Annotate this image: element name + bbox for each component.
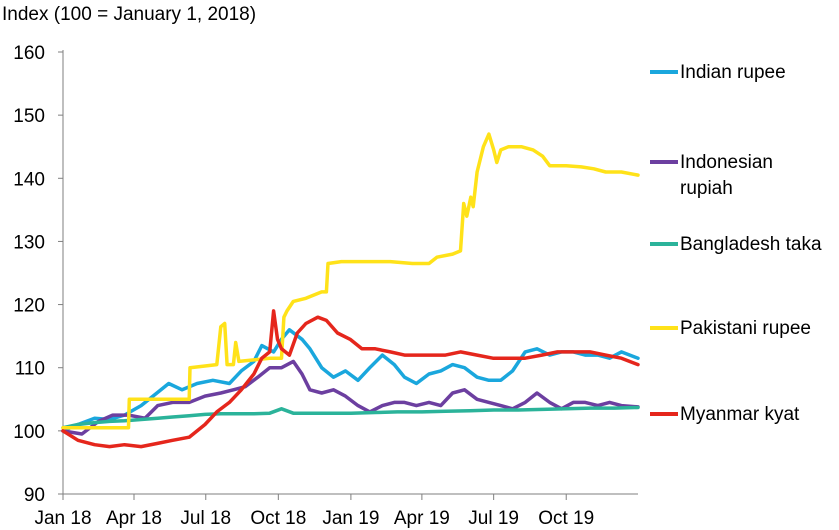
- x-tick-label: Jul 18: [180, 508, 231, 529]
- legend-label-indian-rupee: Indian rupee: [680, 62, 786, 83]
- x-tick-label: Jan 18: [34, 508, 91, 529]
- x-tick-label: Jan 19: [322, 508, 379, 529]
- chart-axes: 90 100 110 120 130 140 150 160 Jan 18 Apr 18 Jul 1…: [13, 43, 638, 529]
- series-line-myanmar-kyat: [61, 309, 640, 449]
- x-tick-label: Apr 18: [106, 508, 162, 529]
- y-tick-label: 140: [13, 169, 45, 190]
- y-tick-label: 150: [13, 106, 45, 127]
- legend-label-indonesian-rupiah: rupiah: [680, 178, 733, 199]
- series-line-indonesian-rupiah: [61, 359, 640, 436]
- legend-label-indonesian-rupiah: Indonesian: [680, 152, 773, 173]
- series-line-bangladesh-taka: [61, 405, 640, 430]
- y-tick-label: 130: [13, 232, 45, 253]
- y-tick-label: 100: [13, 422, 45, 443]
- legend-label-bangladesh-taka: Bangladesh taka: [680, 234, 822, 255]
- x-tick-label: Oct 18: [250, 508, 306, 529]
- chart-legend: Indian rupee Indonesian rupiah Bangladesh t…: [650, 62, 822, 425]
- series-line-pakistani-rupee: [61, 132, 640, 430]
- x-tick-label: Jul 19: [468, 508, 519, 529]
- y-tick-label: 160: [13, 43, 45, 64]
- y-tick-label: 120: [13, 296, 45, 317]
- x-tick-label: Apr 19: [394, 508, 450, 529]
- axis-note: Index (100 = January 1, 2018): [2, 4, 257, 25]
- legend-label-pakistani-rupee: Pakistani rupee: [680, 318, 811, 339]
- chart-series-lines: [61, 132, 640, 449]
- y-tick-label: 90: [24, 485, 45, 506]
- legend-label-myanmar-kyat: Myanmar kyat: [680, 404, 800, 425]
- x-tick-label: Oct 19: [538, 508, 594, 529]
- y-tick-label: 110: [15, 359, 45, 380]
- series-line-indian-rupee: [61, 328, 640, 433]
